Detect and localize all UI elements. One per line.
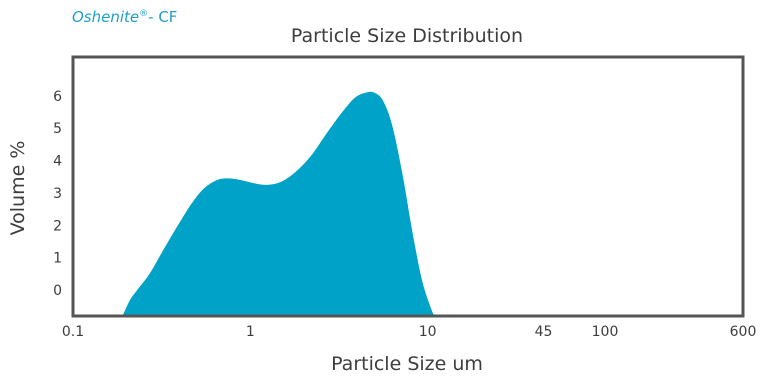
y-tick-label: 5 bbox=[53, 121, 62, 137]
y-tick-label: 2 bbox=[53, 218, 62, 234]
y-axis-label: Volume % bbox=[7, 141, 29, 236]
y-tick-labels: 0 1 2 3 4 5 6 bbox=[53, 89, 62, 299]
chart-title: Particle Size Distribution bbox=[291, 25, 523, 47]
x-tick-label: 1 bbox=[246, 324, 255, 340]
brand-label: Oshenite®- CF bbox=[72, 8, 177, 26]
x-tick-label: 600 bbox=[730, 324, 757, 340]
y-tick-label: 3 bbox=[53, 186, 62, 202]
brand-suffix: - CF bbox=[148, 8, 178, 26]
x-tick-label: 45 bbox=[535, 324, 553, 340]
plot-frame bbox=[71, 55, 745, 318]
y-tick-label: 6 bbox=[53, 89, 62, 105]
x-axis-label: Particle Size um bbox=[331, 353, 483, 375]
x-tick-label: 10 bbox=[419, 324, 437, 340]
brand-name: Oshenite bbox=[72, 8, 140, 26]
distribution-area bbox=[122, 91, 436, 316]
y-tick-label: 1 bbox=[53, 251, 62, 267]
brand-registered-mark: ® bbox=[139, 9, 149, 19]
x-tick-labels: 0.1 1 10 45 100 600 bbox=[62, 324, 757, 340]
y-tick-label: 4 bbox=[53, 154, 62, 170]
y-tick-label: 0 bbox=[53, 283, 62, 299]
x-tick-label: 100 bbox=[592, 324, 619, 340]
x-tick-label: 0.1 bbox=[62, 324, 84, 340]
